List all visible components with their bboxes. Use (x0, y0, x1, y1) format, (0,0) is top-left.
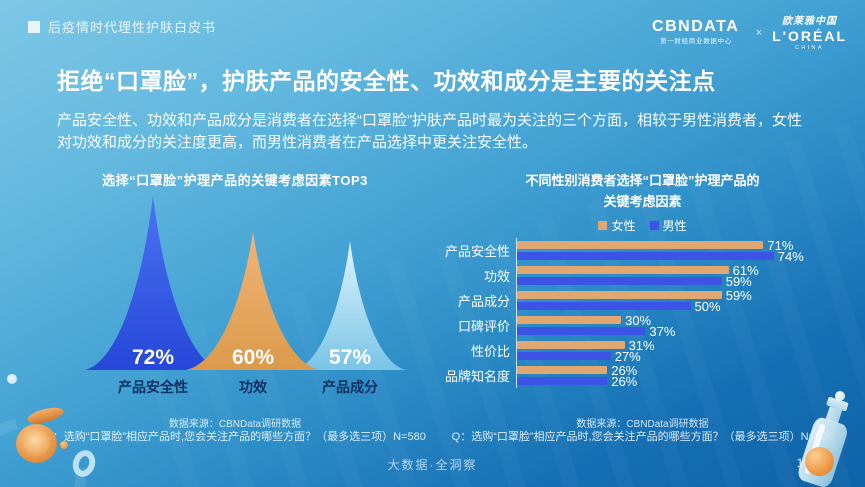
bar-value: 26% (611, 373, 638, 389)
legend-item-女性: 女性 (598, 217, 636, 234)
bar-group: 31% 27% (516, 338, 845, 363)
bar-category-label: 产品成分 (457, 294, 510, 309)
bar-value: 61% (732, 262, 759, 278)
chart-top3-question: Q：选购“口罩脸”相应产品时,您会关注产品的哪些方面？（最多选三项）N=580 (44, 431, 426, 443)
bar-value: 59% (725, 287, 752, 303)
intro-paragraph: 产品安全性、功效和产品成分是消费者在选择“口罩脸”护肤产品时最为关注的三个方面，… (57, 112, 802, 151)
cbndata-subtitle: 第一财经商业数据中心 (659, 36, 732, 45)
square-bullet-icon (28, 20, 40, 33)
footer-slogan: 大数据·全洞察 (387, 458, 478, 472)
chart-gender-title-line2: 关键考虑因素 (603, 194, 682, 209)
peak-产品安全性 (85, 196, 221, 370)
page-number: 15 (796, 456, 810, 470)
bar-group: 59% 50% (516, 288, 845, 313)
small-sphere-icon (7, 374, 17, 384)
bar-value: 31% (628, 337, 655, 353)
loreal-chinese-script: 欧莱雅中国 (782, 16, 838, 27)
bar-女性 (517, 266, 729, 274)
bar-男性 (517, 277, 722, 285)
peak-功效 (186, 232, 320, 370)
bar-category-label: 口碑评价 (457, 319, 510, 334)
chart-top3-considerations: 选择“口罩脸”护理产品的关键考虑因素TOP3 72% 产品安全性 60% 功效 57% 产… (40, 165, 430, 455)
bar-女性 (517, 316, 622, 324)
bar-category-label: 产品安全性 (444, 244, 510, 259)
peak-category-label: 功效 (239, 379, 267, 395)
bar-男性 (517, 327, 646, 335)
bar-女性 (517, 291, 722, 299)
peak-category-label: 产品成分 (322, 379, 378, 395)
report-tag: 后疫情时代理性护肤白皮书 (28, 17, 216, 36)
bar-女性 (517, 341, 625, 349)
bar-value: 59% (725, 273, 752, 289)
bar-group: 30% 37% (516, 313, 845, 338)
chart-gender-title-line1: 不同性别消费者选择“口罩脸”护理产品的 (525, 173, 760, 188)
bar-男性 (517, 377, 608, 385)
bar-value: 74% (777, 248, 804, 264)
peak-value: 57% (328, 346, 372, 369)
chart-gender-question: Q：选购“口罩脸”相应产品时,您会关注产品的哪些方面？（最多选三项）N=580 (451, 431, 834, 443)
bar-row-产品安全性: 产品安全性 71% 74% (440, 238, 845, 263)
bar-value: 30% (625, 312, 652, 328)
bar-row-产品成分: 产品成分 59% 50% (440, 288, 845, 313)
bar-row-功效: 功效 61% 59% (440, 263, 845, 288)
bar-女性 (517, 366, 608, 374)
loreal-wordmark: L'ORÉAL (772, 28, 847, 44)
cbndata-logo: CBNDATA 第一财经商业数据中心 (646, 18, 746, 49)
bar-category-label: 性价比 (470, 344, 510, 359)
legend-swatch-icon (649, 221, 659, 230)
bar-男性 (517, 252, 774, 260)
bar-row-品牌知名度: 品牌知名度 26% 26% (440, 363, 845, 388)
bar-group: 61% 59% (516, 263, 845, 288)
bar-group: 26% 26% (516, 363, 845, 388)
peaks-svg (85, 196, 406, 370)
peak-value: 72% (131, 346, 175, 369)
logo-separator-icon: × (755, 27, 763, 39)
bar-row-性价比: 性价比 31% 27% (440, 338, 845, 363)
bar-group: 71% 74% (516, 238, 845, 263)
legend-swatch-icon (598, 221, 608, 230)
bar-rows: 产品安全性 71% 74% 功效 61% 59% 产品成分 59% 50% 口碑评价 30% 37% 性… (440, 238, 845, 388)
bar-value: 26% (611, 362, 638, 378)
chart-top3-source: 数据来源：CBNData调研数据 (168, 419, 302, 430)
cbndata-wordmark: CBNDATA (652, 17, 740, 35)
chart-gender-source: 数据来源：CBNData调研数据 (576, 419, 709, 430)
chart-top3-title: 选择“口罩脸”护理产品的关键考虑因素TOP3 (102, 173, 368, 188)
bar-category-label: 功效 (483, 269, 510, 284)
bar-男性 (517, 352, 611, 360)
bar-男性 (517, 302, 691, 310)
bar-value: 50% (694, 298, 721, 314)
brand-logos: CBNDATA 第一财经商业数据中心 × 欧莱雅中国 L'ORÉAL CHINA (646, 12, 847, 54)
peak-value: 60% (231, 346, 275, 369)
chart-gender-comparison: 不同性别消费者选择“口罩脸”护理产品的 关键考虑因素 女性 男性 产品安全性 71%… (440, 165, 845, 455)
bar-value: 71% (767, 237, 794, 253)
legend-item-男性: 男性 (649, 217, 687, 234)
report-tag-label: 后疫情时代理性护肤白皮书 (48, 20, 217, 35)
peak-产品成分 (294, 241, 406, 370)
gender-legend: 女性 男性 (440, 217, 845, 234)
bar-row-口碑评价: 口碑评价 30% 37% (440, 313, 845, 338)
bar-女性 (517, 241, 764, 249)
peak-category-label: 产品安全性 (118, 379, 188, 395)
page-title: 拒绝“口罩脸”，护肤产品的安全性、功效和成分是主要的关注点 (57, 68, 716, 94)
bar-value: 37% (649, 323, 676, 339)
bar-category-label: 品牌知名度 (444, 369, 510, 384)
loreal-logo: 欧莱雅中国 L'ORÉAL CHINA (772, 12, 847, 54)
bar-value: 27% (614, 348, 641, 364)
loreal-china-label: CHINA (795, 44, 824, 50)
